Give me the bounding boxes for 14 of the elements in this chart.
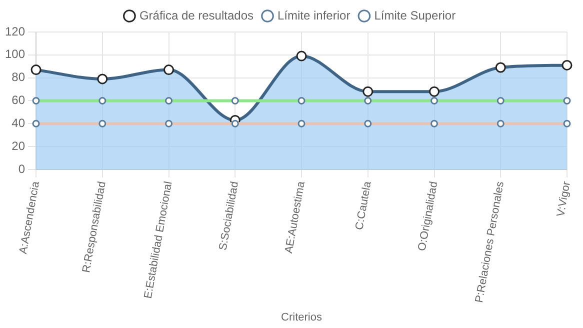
legend-label: Gráfica de resultados xyxy=(139,8,254,22)
y-tick-label: 60 xyxy=(12,93,26,108)
y-tick-label: 80 xyxy=(12,70,26,84)
legend-label: Límite Superior xyxy=(374,8,456,22)
y-tick-label: 120 xyxy=(4,24,26,38)
x-tick-label: P:Relaciones Personales xyxy=(473,180,507,304)
x-axis-title: Criterios xyxy=(281,311,322,324)
x-tick-label: C:Cautela xyxy=(354,180,374,231)
legend-label: Límite inferior xyxy=(278,8,350,22)
y-tick-label: 20 xyxy=(12,138,26,153)
y-tick-label: 0 xyxy=(18,162,26,176)
y-tick-label: 40 xyxy=(12,116,26,130)
y-tick-label: 100 xyxy=(4,47,26,62)
x-tick-label: V:Vigor xyxy=(554,180,573,218)
